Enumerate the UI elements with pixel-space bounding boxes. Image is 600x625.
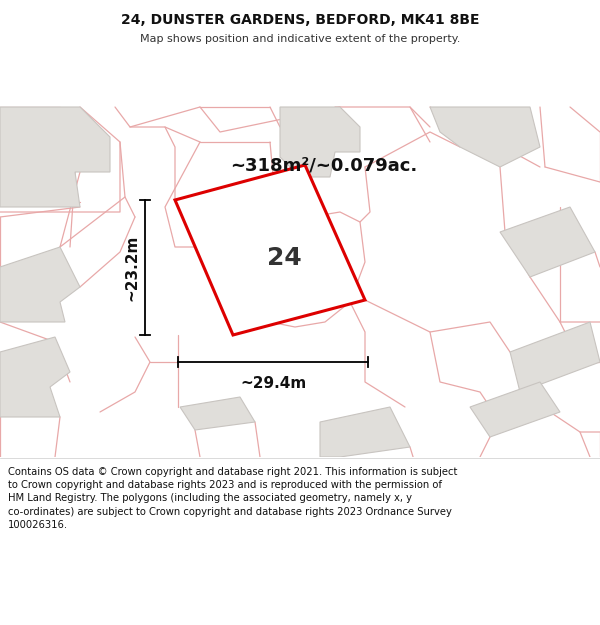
- Polygon shape: [320, 407, 410, 457]
- Polygon shape: [0, 337, 70, 417]
- Text: Map shows position and indicative extent of the property.: Map shows position and indicative extent…: [140, 34, 460, 44]
- Polygon shape: [180, 397, 255, 430]
- Polygon shape: [500, 207, 595, 277]
- Polygon shape: [0, 247, 80, 322]
- Text: ~29.4m: ~29.4m: [240, 376, 306, 391]
- Text: ~318m²/~0.079ac.: ~318m²/~0.079ac.: [230, 157, 417, 175]
- Text: 24: 24: [267, 246, 302, 270]
- Text: ~23.2m: ~23.2m: [124, 234, 139, 301]
- Polygon shape: [510, 322, 600, 392]
- Polygon shape: [430, 107, 540, 167]
- Polygon shape: [280, 107, 360, 177]
- Polygon shape: [175, 165, 365, 335]
- Text: Contains OS data © Crown copyright and database right 2021. This information is : Contains OS data © Crown copyright and d…: [8, 467, 457, 530]
- Text: 24, DUNSTER GARDENS, BEDFORD, MK41 8BE: 24, DUNSTER GARDENS, BEDFORD, MK41 8BE: [121, 13, 479, 27]
- Polygon shape: [0, 107, 110, 207]
- Polygon shape: [470, 382, 560, 437]
